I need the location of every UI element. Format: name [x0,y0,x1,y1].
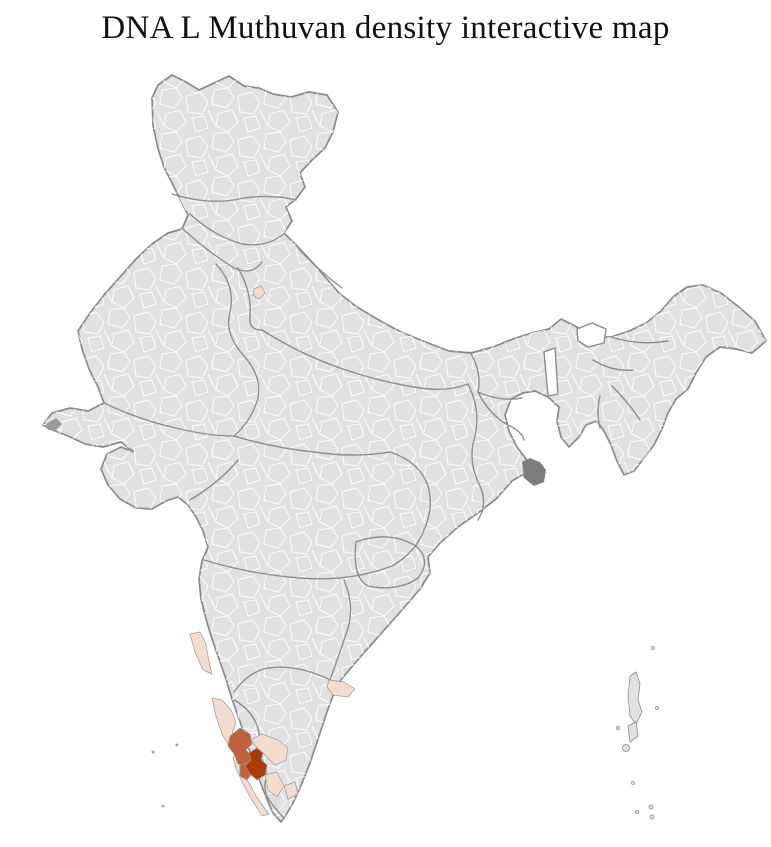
kutch-creek [46,418,62,430]
nicobar-islet-4[interactable] [649,814,655,820]
density-districts[interactable] [189,285,356,817]
nicobar-islet-3[interactable] [635,810,639,814]
sundarbans-delta [522,458,546,486]
state-boundaries [103,193,669,819]
bangladesh-notch [543,347,559,397]
district-mesh [43,75,766,822]
page-title: DNA L Muthuvan density interactive map [101,10,670,46]
andaman-south-island[interactable] [627,721,639,743]
island-groups[interactable] [151,646,659,820]
nicobar-islet-2[interactable] [648,804,654,810]
lakshadweep-islet-3[interactable] [161,804,165,808]
district-delhi-area-low[interactable] [252,285,266,300]
andaman-islet-3[interactable] [616,726,620,730]
nicobar-islet-1[interactable] [631,781,635,785]
district-tamilnadu-southeast-low[interactable] [264,771,285,798]
lakshadweep-islet-2[interactable] [175,743,179,747]
district-kerala-ghats-high[interactable] [244,747,268,781]
andaman-main-island[interactable] [627,671,643,725]
india-base[interactable] [42,74,767,823]
andaman-islet-1[interactable] [651,646,655,650]
bhutan-notch [576,322,607,348]
little-andaman-island[interactable] [622,744,630,752]
lakshadweep-islet-1[interactable] [151,750,155,754]
district-karnataka-coast-low[interactable] [189,631,213,675]
andaman-islet-2[interactable] [655,706,659,710]
district-tamilnadu-southeast-2-low[interactable] [283,781,299,800]
district-tamilnadu-northeast-coast-low[interactable] [326,679,356,698]
